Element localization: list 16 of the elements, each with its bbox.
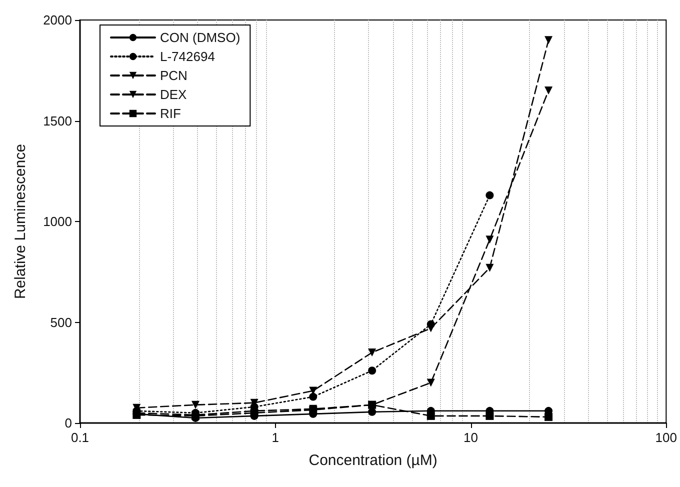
legend-label: RIF xyxy=(160,106,181,121)
legend-label: L-742694 xyxy=(160,49,215,64)
x-axis-title: Concentration (µM) xyxy=(308,452,438,469)
y-tick-label: 1000 xyxy=(43,214,72,229)
x-tick-label: 100 xyxy=(655,430,678,445)
y-tick-label: 1500 xyxy=(43,113,72,128)
legend-label: PCN xyxy=(160,68,188,83)
y-axis-title: Relative Luminescence xyxy=(12,144,29,300)
x-tick-label: 0.1 xyxy=(70,430,90,445)
y-tick-label: 2000 xyxy=(43,12,72,28)
x-tick-label: 10 xyxy=(464,430,478,445)
legend-label: DEX xyxy=(160,87,188,102)
y-tick-label: 0 xyxy=(64,416,72,430)
x-tick-label: 1 xyxy=(272,430,279,445)
legend-label: CON (DMSO) xyxy=(160,30,240,45)
y-tick-label: 500 xyxy=(50,314,72,330)
